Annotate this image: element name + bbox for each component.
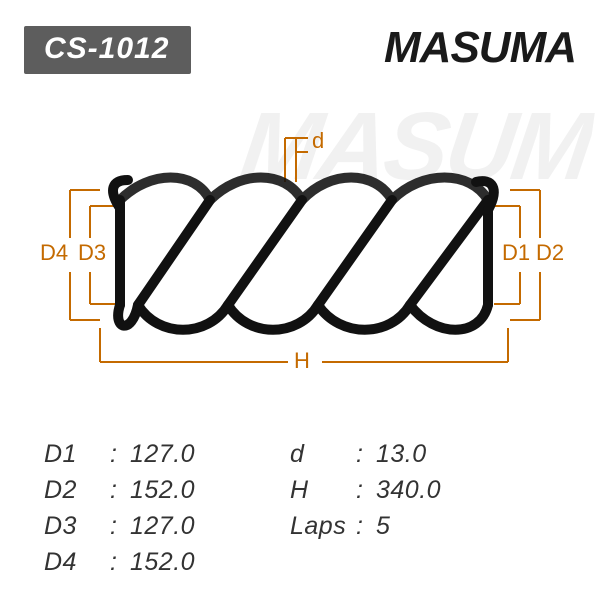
spec-colon: : bbox=[356, 440, 376, 469]
product-spec-sheet: CS-1012 MASUMA MASUM bbox=[0, 0, 600, 600]
spec-colon: : bbox=[356, 476, 376, 505]
spec-val: 127.0 bbox=[130, 512, 200, 541]
spec-colon: : bbox=[110, 440, 130, 469]
spec-table: D1 : 127.0 D2 : 152.0 D3 : 127.0 D4 : 15… bbox=[44, 440, 556, 577]
label-d3: D3 bbox=[78, 240, 106, 266]
spec-key: D2 bbox=[44, 476, 110, 505]
spec-row: D3 : 127.0 bbox=[44, 512, 200, 541]
spec-val: 152.0 bbox=[130, 548, 200, 577]
spec-colon: : bbox=[356, 512, 376, 541]
spec-row: Laps : 5 bbox=[290, 512, 446, 541]
spec-val: 152.0 bbox=[130, 476, 200, 505]
spec-col-right: d : 13.0 H : 340.0 Laps : 5 bbox=[290, 440, 446, 577]
part-code-badge: CS-1012 bbox=[24, 26, 191, 74]
spec-val: 5 bbox=[376, 512, 446, 541]
spec-row: H : 340.0 bbox=[290, 476, 446, 505]
label-d1: D1 bbox=[502, 240, 530, 266]
spec-key: D3 bbox=[44, 512, 110, 541]
spec-key: Laps bbox=[290, 512, 356, 541]
part-code-text: CS-1012 bbox=[44, 32, 169, 65]
brand-logo: MASUMA bbox=[384, 26, 576, 70]
spec-row: d : 13.0 bbox=[290, 440, 446, 469]
spec-colon: : bbox=[110, 548, 130, 577]
header: CS-1012 MASUMA bbox=[24, 26, 576, 90]
spec-colon: : bbox=[110, 512, 130, 541]
spec-row: D4 : 152.0 bbox=[44, 548, 200, 577]
spec-colon: : bbox=[110, 476, 130, 505]
label-d2: D2 bbox=[536, 240, 564, 266]
spec-key: D4 bbox=[44, 548, 110, 577]
spec-key: D1 bbox=[44, 440, 110, 469]
spec-key: H bbox=[290, 476, 356, 505]
label-h: H bbox=[294, 348, 310, 374]
spec-col-left: D1 : 127.0 D2 : 152.0 D3 : 127.0 D4 : 15… bbox=[44, 440, 200, 577]
label-d4: D4 bbox=[40, 240, 68, 266]
spec-val: 340.0 bbox=[376, 476, 446, 505]
spring-diagram: d D4 D3 D1 D2 H bbox=[40, 130, 560, 410]
spec-key: d bbox=[290, 440, 356, 469]
label-d: d bbox=[312, 128, 324, 154]
spec-val: 13.0 bbox=[376, 440, 446, 469]
spec-row: D1 : 127.0 bbox=[44, 440, 200, 469]
spec-val: 127.0 bbox=[130, 440, 200, 469]
spec-row: D2 : 152.0 bbox=[44, 476, 200, 505]
